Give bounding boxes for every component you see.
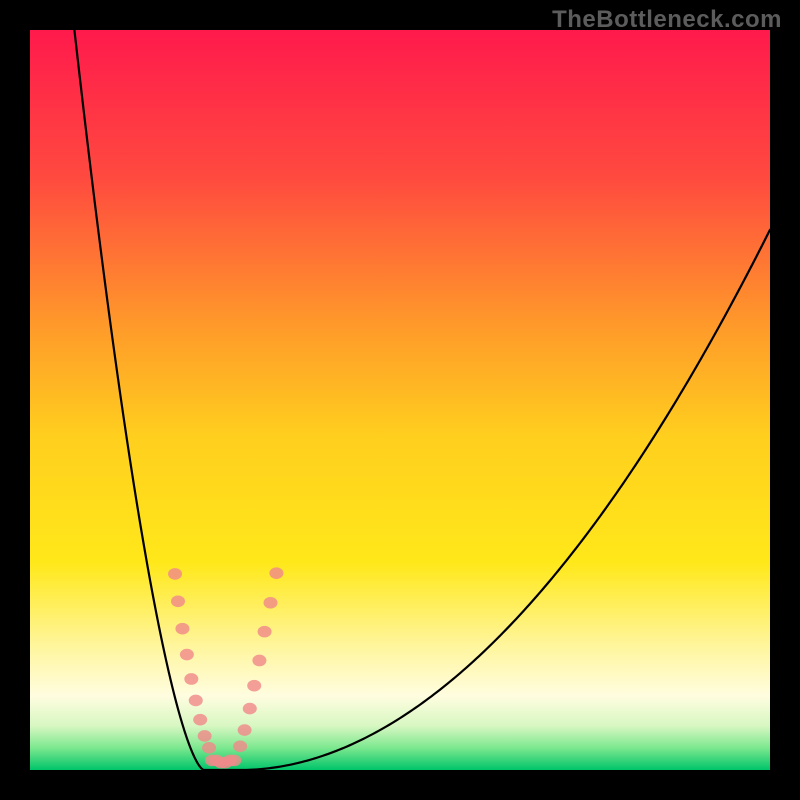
marker	[238, 724, 252, 736]
marker	[189, 695, 203, 707]
plot-area	[30, 30, 770, 770]
marker	[252, 655, 266, 667]
marker	[258, 626, 272, 638]
marker-group	[168, 567, 283, 768]
stage: TheBottleneck.com	[0, 0, 800, 800]
marker	[168, 568, 182, 580]
marker	[233, 741, 247, 753]
marker	[264, 597, 278, 609]
bottleneck-curve	[74, 30, 770, 770]
marker	[171, 595, 185, 607]
marker	[247, 680, 261, 692]
marker	[175, 623, 189, 635]
marker	[202, 742, 216, 754]
marker	[180, 649, 194, 661]
watermark: TheBottleneck.com	[552, 6, 782, 34]
marker	[193, 714, 207, 726]
marker	[243, 703, 257, 715]
plot-svg	[30, 30, 770, 770]
marker	[184, 673, 198, 685]
marker	[269, 567, 283, 579]
marker	[227, 755, 241, 767]
marker	[198, 730, 212, 742]
